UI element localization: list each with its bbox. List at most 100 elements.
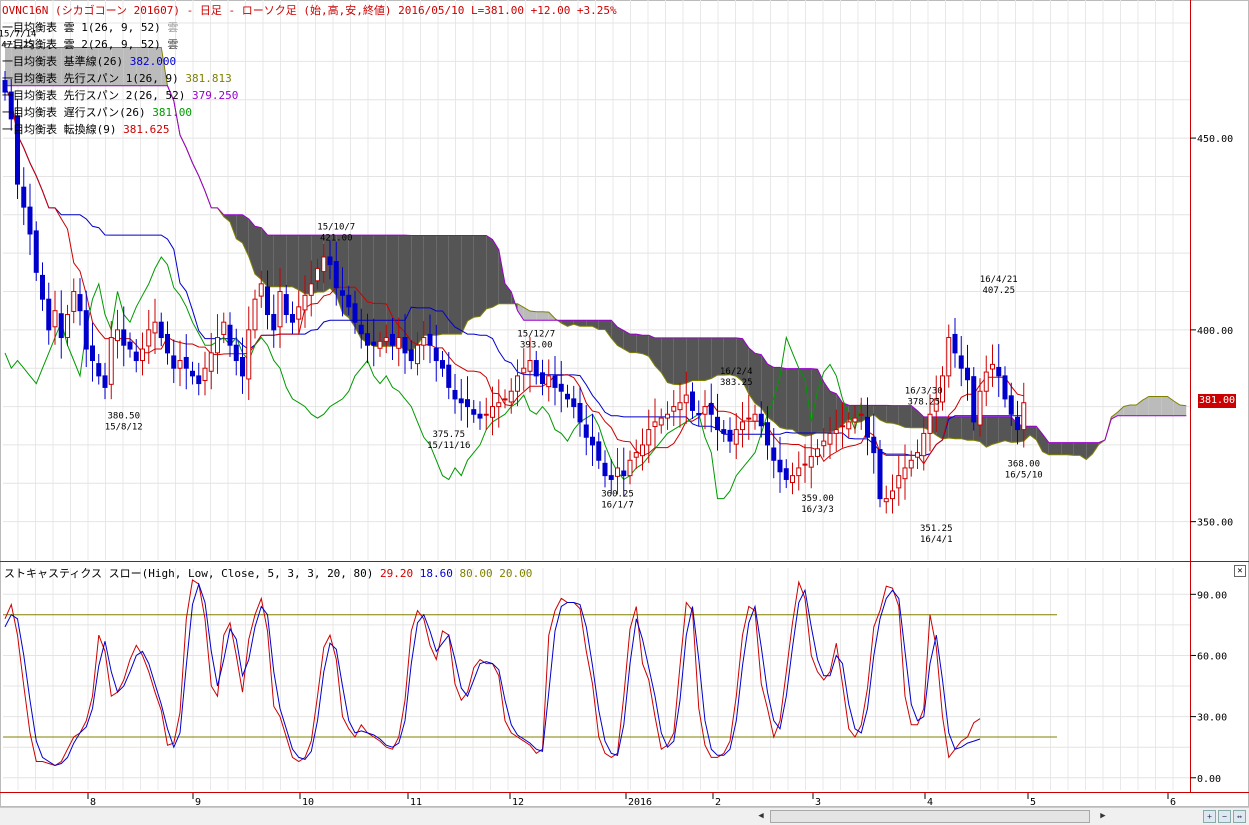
y-tick-label: 400.00	[1197, 326, 1233, 337]
cloud-segment	[761, 355, 767, 417]
candle-body	[728, 430, 732, 441]
candle-body	[78, 295, 82, 311]
cloud-segment	[811, 369, 817, 435]
candle-body	[472, 410, 476, 415]
candle-body	[347, 295, 351, 307]
candle-body	[134, 352, 138, 360]
candle-body	[334, 262, 338, 288]
candle-body	[609, 476, 613, 480]
cloud-segment	[1061, 443, 1067, 455]
candle-body	[797, 468, 801, 476]
legend-value: 381.813	[185, 72, 231, 85]
candle-body	[984, 372, 988, 391]
annotation-label: 368.00	[1007, 460, 1040, 470]
reset-zoom-icon[interactable]: ↔	[1233, 810, 1246, 823]
stochastic-d-value: 18.60	[420, 567, 453, 580]
cloud-segment	[1149, 397, 1155, 416]
close-panel-icon[interactable]: ✕	[1234, 565, 1246, 577]
candle-body	[359, 325, 363, 333]
cloud-segment	[268, 235, 274, 287]
y-tick-label: 30.00	[1197, 713, 1227, 724]
candle-body	[591, 437, 595, 445]
cloud-segment	[636, 334, 642, 354]
candle-body	[666, 414, 670, 418]
candle-body	[922, 433, 926, 455]
candle-body	[159, 322, 163, 337]
candle-body	[166, 334, 170, 352]
cloud-segment	[455, 235, 461, 334]
annotation-label: 380.50	[107, 412, 140, 422]
candle-body	[372, 342, 376, 345]
cloud-segment	[543, 312, 549, 320]
cloud-segment	[586, 320, 592, 326]
cloud-segment	[693, 338, 699, 381]
stochastic-lower-value: 20.00	[499, 567, 532, 580]
legend-item: 一目均衡表 先行スパン 2(26, 52) 379.250	[2, 87, 238, 104]
candle-body	[109, 338, 113, 385]
cloud-segment	[999, 417, 1005, 443]
candle-body	[366, 334, 370, 346]
candle-body	[828, 433, 832, 444]
candle-body	[284, 295, 288, 315]
candle-body	[722, 430, 726, 434]
cloud-segment	[793, 369, 799, 434]
annotation-label: 15/11/16	[427, 441, 470, 451]
candle-body	[741, 422, 745, 430]
candle-body	[872, 437, 876, 452]
candle-body	[566, 394, 570, 399]
candle-body	[103, 376, 107, 388]
candle-body	[353, 304, 357, 322]
candle-body	[678, 403, 682, 410]
candle-body	[228, 325, 232, 345]
candle-body	[541, 373, 545, 384]
scroll-right-icon[interactable]: ▶	[1097, 810, 1109, 822]
cloud-segment	[911, 406, 917, 428]
candle-body	[459, 399, 463, 403]
candle-body	[628, 460, 632, 475]
y-tick-label: 450.00	[1197, 134, 1233, 145]
candle-body	[253, 299, 257, 330]
candle-body	[878, 450, 882, 499]
legend-label: 一目均衡表 遅行スパン(26)	[2, 106, 152, 119]
cloud-segment	[993, 417, 999, 444]
candle-body	[453, 390, 457, 398]
cloud-segment	[286, 235, 292, 287]
legend-label: 一目均衡表 先行スパン 2(26, 52)	[2, 89, 192, 102]
candle-body	[84, 311, 88, 349]
horizontal-scrollbar[interactable]: ◀ ▶ + − ↔	[0, 807, 1249, 825]
candle-body	[178, 361, 182, 369]
candle-body	[59, 314, 63, 338]
candle-body	[553, 376, 557, 388]
cloud-segment	[786, 369, 792, 430]
cloud-segment	[368, 235, 374, 346]
candle-body	[747, 418, 751, 419]
candle-body	[772, 448, 776, 460]
annotation-label: 16/3/30	[905, 386, 943, 396]
candle-body	[953, 334, 957, 352]
zoom-in-icon[interactable]: +	[1203, 810, 1216, 823]
y-tick-label: 60.00	[1197, 651, 1227, 662]
candle-body	[478, 414, 482, 418]
scroll-thumb[interactable]	[770, 810, 1090, 823]
annotation-label: 16/4/21	[980, 275, 1018, 285]
cloud-segment	[449, 235, 455, 334]
candle-body	[397, 338, 401, 349]
stochastic-d-line	[5, 584, 980, 765]
candle-body	[834, 430, 838, 434]
candle-body	[191, 371, 195, 376]
candle-body	[247, 330, 251, 379]
cloud-segment	[711, 338, 717, 379]
cloud-segment	[1161, 397, 1167, 416]
cloud-segment	[699, 338, 705, 381]
zoom-out-icon[interactable]: −	[1218, 810, 1231, 823]
annotation-label: 359.00	[801, 494, 834, 504]
scroll-left-icon[interactable]: ◀	[755, 810, 767, 822]
cloud-segment	[1055, 443, 1061, 455]
legend-value: 382.000	[130, 55, 176, 68]
candle-body	[341, 291, 345, 296]
candle-body	[709, 404, 713, 415]
cloud-segment	[630, 334, 636, 353]
cloud-segment	[1074, 443, 1080, 456]
legend-item: 一目均衡表 先行スパン 1(26, 9) 381.813	[2, 70, 238, 87]
